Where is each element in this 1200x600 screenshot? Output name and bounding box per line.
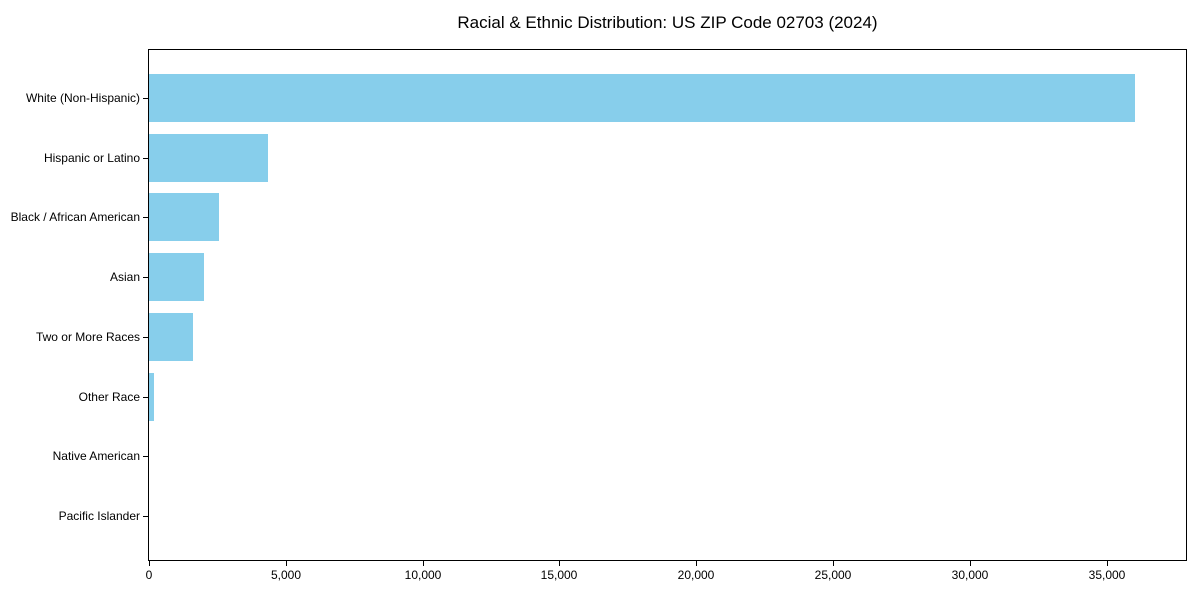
y-tick-label: Two or More Races [35,330,140,344]
y-tick-mark [143,158,148,159]
x-tick-mark [696,561,697,566]
x-tick-label: 20,000 [677,568,715,582]
y-tick-mark [143,277,148,278]
x-tick-label: 15,000 [540,568,578,582]
y-tick-label: Other Race [78,390,140,404]
y-tick-label: Native American [52,449,140,463]
y-tick-mark [143,217,148,218]
x-tick-mark [423,561,424,566]
bar [149,74,1135,122]
y-tick-label: Hispanic or Latino [43,151,140,165]
x-tick-label: 0 [145,568,153,582]
y-tick-label: White (Non-Hispanic) [25,91,140,105]
x-tick-label: 25,000 [814,568,852,582]
bar [149,312,193,361]
y-tick-mark [143,456,148,457]
x-tick-mark [559,561,560,566]
x-tick-mark [970,561,971,566]
y-tick-mark [143,397,148,398]
x-tick-mark [286,561,287,566]
x-tick-label: 10,000 [404,568,442,582]
bar [149,193,219,242]
x-tick-label: 5,000 [270,568,302,582]
plot-area [148,49,1187,561]
x-tick-mark [833,561,834,566]
y-tick-mark [143,98,148,99]
chart-title: Racial & Ethnic Distribution: US ZIP Cod… [457,13,878,32]
x-tick-label: 30,000 [951,568,989,582]
bar [149,372,154,421]
y-tick-label: Black / African American [10,210,140,224]
x-tick-label: 35,000 [1088,568,1126,582]
bar [149,133,268,182]
y-tick-mark [143,337,148,338]
y-tick-label: Asian [109,270,140,284]
bar [149,253,204,302]
y-tick-label: Pacific Islander [58,509,140,523]
x-tick-mark [1107,561,1108,566]
y-tick-mark [143,516,148,517]
x-tick-mark [149,561,150,566]
